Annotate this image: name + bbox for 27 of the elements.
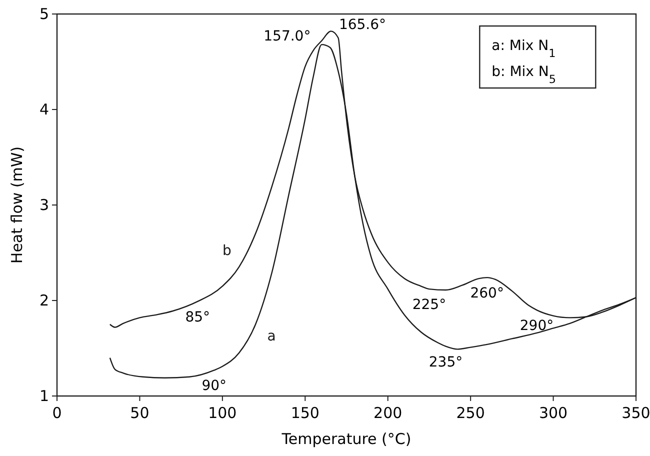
y-tick-label: 1: [39, 387, 49, 405]
x-tick-label: 150: [290, 404, 320, 422]
annotation: 157.0°: [264, 28, 311, 45]
annotation: a: Mix N$_{1}$: [492, 38, 556, 60]
series-label: a: [267, 328, 276, 344]
annotation: b: Mix N$_{5}$: [492, 64, 556, 86]
x-tick-label: 100: [208, 404, 237, 422]
x-tick-label: 200: [374, 404, 402, 422]
y-axis-title: Heat flow (mW): [8, 146, 26, 264]
annotation: 85°: [185, 309, 210, 326]
x-tick-label: 300: [538, 404, 568, 422]
y-tick-label: 2: [39, 292, 49, 310]
series-label: b: [222, 243, 232, 260]
x-axis-title: Temperature (°C): [280, 430, 412, 448]
x-tick-label: 350: [622, 404, 650, 422]
annotation: 90°: [202, 378, 227, 394]
x-tick-label: 250: [456, 404, 485, 422]
x-tick-label: 50: [130, 404, 150, 422]
annotation: 260°: [470, 286, 504, 302]
annotation: 165.6°: [338, 17, 386, 34]
y-tick-label: 3: [39, 196, 49, 214]
x-tick-label: 0: [52, 404, 62, 422]
y-tick-label: 5: [39, 5, 49, 23]
annotation: 235°: [428, 354, 463, 370]
annotation: 290°: [520, 318, 554, 334]
y-tick-label: 4: [39, 100, 49, 118]
annotation: 225°: [412, 297, 446, 314]
